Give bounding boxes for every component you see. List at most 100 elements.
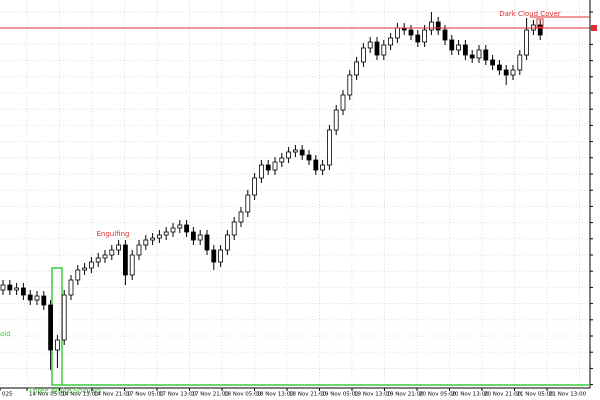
x-tick-label: 18 Nov 13:00 bbox=[257, 392, 295, 398]
candle-body bbox=[258, 164, 264, 179]
candle-body bbox=[354, 61, 360, 76]
candle-body bbox=[89, 261, 94, 269]
candle-body bbox=[476, 49, 482, 59]
candle-body bbox=[367, 41, 373, 49]
candle-body bbox=[272, 161, 278, 171]
candle-body bbox=[136, 244, 142, 256]
x-tick-label: 21 Nov 13:00 bbox=[549, 392, 587, 398]
candle-body bbox=[129, 254, 135, 276]
x-tick-label: 20 Nov 13:00 bbox=[452, 392, 490, 398]
candle-body bbox=[55, 339, 60, 351]
candle-body bbox=[442, 29, 448, 41]
candle-body bbox=[415, 34, 421, 43]
candle-body bbox=[184, 224, 190, 233]
candle-body bbox=[483, 49, 489, 61]
candle-body bbox=[143, 239, 149, 246]
candle-body bbox=[374, 41, 380, 56]
candle-body bbox=[48, 304, 53, 351]
candle-body bbox=[123, 244, 128, 276]
candle-body bbox=[469, 54, 475, 59]
annotation: Three White Soldiers bbox=[28, 387, 102, 395]
candle-body bbox=[75, 269, 81, 281]
x-tick-label: 18 Nov 05:00 bbox=[224, 392, 262, 398]
candle-body bbox=[408, 29, 414, 36]
candle-body bbox=[7, 284, 13, 291]
candle-body bbox=[265, 164, 271, 171]
candle-body bbox=[156, 234, 162, 239]
candle-body bbox=[490, 59, 496, 66]
x-tick-label: 17 Nov 05:00 bbox=[127, 392, 165, 398]
candle-body bbox=[20, 287, 26, 296]
candle-body bbox=[41, 295, 47, 306]
candle-body bbox=[286, 151, 292, 159]
candle-body bbox=[61, 294, 67, 341]
annotation: Dark Cloud Cover bbox=[499, 10, 561, 18]
candle-body bbox=[34, 295, 40, 301]
candle-body bbox=[238, 211, 244, 223]
candle-body bbox=[211, 249, 217, 263]
candle-body bbox=[496, 64, 502, 71]
x-tick-label: 025 bbox=[2, 392, 13, 398]
candle-body bbox=[14, 287, 20, 291]
candle-body bbox=[82, 267, 87, 271]
candle-body bbox=[449, 39, 455, 51]
annotation: old bbox=[0, 330, 11, 338]
x-tick-label: 14 Nov 13:00 bbox=[62, 392, 100, 398]
candle-body bbox=[102, 254, 108, 259]
candle-body bbox=[231, 221, 237, 236]
candle-body bbox=[95, 257, 101, 263]
candle-body bbox=[218, 249, 224, 263]
candle-body bbox=[340, 94, 346, 111]
candle-body bbox=[0, 284, 6, 291]
candle-body bbox=[510, 69, 516, 76]
x-tick-label: 14 Nov 05:00 bbox=[29, 392, 67, 398]
x-tick-label: 20 Nov 21:00 bbox=[484, 392, 522, 398]
x-tick-label: 14 Nov 21:00 bbox=[94, 392, 132, 398]
candle-body bbox=[170, 227, 176, 233]
candle-body bbox=[299, 149, 305, 156]
candle-body bbox=[116, 244, 121, 251]
candle-body bbox=[381, 44, 387, 56]
candle-body bbox=[252, 177, 258, 196]
candle-body bbox=[279, 157, 285, 163]
x-tick-label: 17 Nov 13:00 bbox=[159, 392, 197, 398]
x-tick-label: 21 Nov 05:00 bbox=[517, 392, 555, 398]
candle-body bbox=[394, 27, 400, 39]
annotation: Engulfing bbox=[97, 230, 130, 238]
candle-body bbox=[326, 129, 332, 166]
candle-body bbox=[347, 74, 353, 96]
candle-body bbox=[517, 54, 523, 71]
candle-body bbox=[320, 164, 326, 171]
candle-body bbox=[197, 234, 203, 241]
candle-body bbox=[190, 231, 196, 241]
candle-body bbox=[306, 154, 312, 161]
candle-body bbox=[428, 21, 434, 31]
x-tick-label: 17 Nov 21:00 bbox=[192, 392, 230, 398]
candle-body bbox=[224, 234, 230, 251]
x-tick-label: 19 Nov 21:00 bbox=[387, 392, 425, 398]
candle-body bbox=[462, 44, 468, 56]
candle-body bbox=[204, 234, 210, 251]
candle-body bbox=[313, 159, 319, 171]
x-tick-label: 19 Nov 13:00 bbox=[354, 392, 392, 398]
candle-body bbox=[68, 279, 74, 296]
x-tick-label: 19 Nov 05:00 bbox=[322, 392, 360, 398]
candle-body bbox=[109, 249, 115, 256]
candle-body bbox=[360, 47, 366, 63]
candle-body bbox=[503, 69, 509, 76]
x-tick-label: 18 Nov 21:00 bbox=[289, 392, 327, 398]
candle-body bbox=[537, 24, 543, 36]
candle-body bbox=[245, 194, 251, 213]
candle-body bbox=[524, 29, 529, 56]
candle-body bbox=[177, 224, 183, 229]
candle-body bbox=[27, 294, 33, 301]
candle-body bbox=[163, 231, 169, 236]
x-tick-label: 20 Nov 05:00 bbox=[419, 392, 457, 398]
candle-body bbox=[422, 29, 428, 43]
candle-body bbox=[388, 37, 394, 46]
dark-cloud-box bbox=[536, 18, 544, 28]
price-tag bbox=[591, 25, 597, 31]
candle-body bbox=[333, 109, 339, 131]
